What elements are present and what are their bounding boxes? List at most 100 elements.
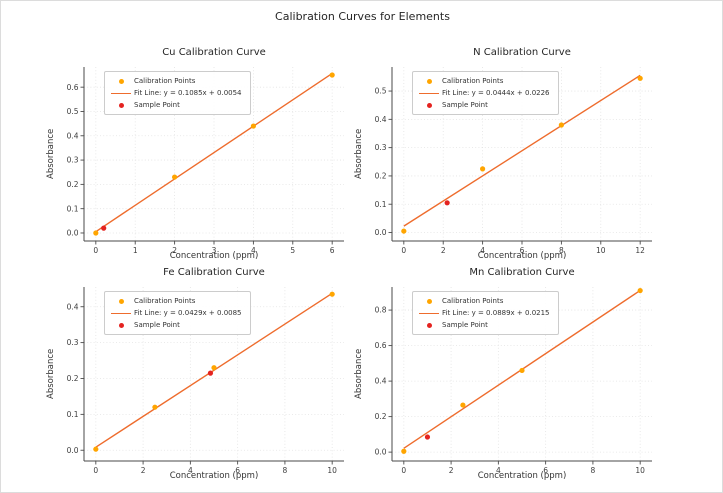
- svg-text:0.0: 0.0: [67, 446, 79, 455]
- legend-fit-label: Fit Line: y = 0.0889x + 0.0215: [442, 309, 550, 317]
- subplot-title-mn: Mn Calibration Curve: [469, 267, 575, 278]
- legend-marker-cell: [416, 312, 442, 314]
- svg-text:0.0: 0.0: [375, 228, 387, 237]
- legend-calibration-label: Calibration Points: [134, 297, 196, 305]
- legend-marker-cell: [108, 312, 134, 314]
- legend-marker-cell: [108, 322, 134, 328]
- legend-marker-cell: [108, 102, 134, 108]
- svg-text:0.5: 0.5: [375, 87, 387, 96]
- svg-text:0.2: 0.2: [375, 172, 387, 181]
- legend-row-fit: Fit Line: y = 0.1085x + 0.0054: [108, 87, 242, 99]
- legend-mn: Calibration Points Fit Line: y = 0.0889x…: [412, 291, 559, 335]
- legend-row-sample: Sample Point: [416, 99, 550, 111]
- svg-text:4: 4: [480, 246, 485, 255]
- svg-text:2: 2: [172, 246, 177, 255]
- svg-text:3: 3: [212, 246, 217, 255]
- legend-fe: Calibration Points Fit Line: y = 0.0429x…: [104, 291, 251, 335]
- legend-row-calibration: Calibration Points: [108, 75, 242, 87]
- svg-text:10: 10: [327, 466, 337, 475]
- legend-row-calibration: Calibration Points: [108, 295, 242, 307]
- fit-line-icon: [111, 92, 131, 94]
- x-axis-label: Concentration (ppm): [477, 471, 567, 481]
- sample-point-icon: [118, 322, 124, 328]
- subplot-title-n: N Calibration Curve: [473, 47, 571, 58]
- svg-text:2: 2: [449, 466, 454, 475]
- calibration-point-icon: [426, 78, 432, 84]
- figure-title: Calibration Curves for Elements: [275, 10, 450, 23]
- legend-sample-label: Sample Point: [134, 321, 180, 329]
- svg-text:0.2: 0.2: [375, 412, 387, 421]
- svg-text:8: 8: [591, 466, 596, 475]
- legend-calibration-label: Calibration Points: [134, 77, 196, 85]
- x-axis-label: Concentration (ppm): [477, 251, 567, 261]
- legend-fit-label: Fit Line: y = 0.0429x + 0.0085: [134, 309, 242, 317]
- legend-marker-cell: [108, 78, 134, 84]
- svg-text:2: 2: [141, 466, 146, 475]
- plot-area-mn: 0 2 4 6 8 10 0.0 0.2 0.4 0.6 0.8: [375, 287, 652, 475]
- svg-text:1: 1: [133, 246, 138, 255]
- legend-fit-label: Fit Line: y = 0.1085x + 0.0054: [134, 89, 242, 97]
- legend-sample-label: Sample Point: [134, 101, 180, 109]
- legend-row-sample: Sample Point: [108, 319, 242, 331]
- legend-fit-label: Fit Line: y = 0.0444x + 0.0226: [442, 89, 550, 97]
- svg-text:0.1: 0.1: [375, 200, 387, 209]
- svg-text:6: 6: [235, 466, 240, 475]
- subplot-title-cu: Cu Calibration Curve: [162, 47, 266, 58]
- svg-text:0.8: 0.8: [375, 306, 387, 315]
- plot-area-n: 0 2 4 6 8 10 12 0.0 0.1 0.2 0.3 0.4 0.5: [375, 67, 652, 255]
- legend-sample-label: Sample Point: [442, 321, 488, 329]
- legend-row-calibration: Calibration Points: [416, 295, 550, 307]
- legend-row-fit: Fit Line: y = 0.0889x + 0.0215: [416, 307, 550, 319]
- fit-line-icon: [419, 92, 439, 94]
- legend-marker-cell: [416, 298, 442, 304]
- subplot-mn: Mn Calibration Curve Absorbance 0 2 4 6 8 10 0…: [338, 267, 660, 485]
- svg-text:10: 10: [596, 246, 606, 255]
- plot-area-fe: 0 2 4 6 8 10 0.0 0.1 0.2 0.3 0.4: [67, 287, 344, 475]
- svg-text:0.4: 0.4: [375, 115, 387, 124]
- fit-line-icon: [419, 312, 439, 314]
- svg-text:0.0: 0.0: [375, 448, 387, 457]
- svg-text:5: 5: [290, 246, 295, 255]
- sample-point-icon: [118, 102, 124, 108]
- legend-cu: Calibration Points Fit Line: y = 0.1085x…: [104, 71, 251, 115]
- svg-text:8: 8: [283, 466, 288, 475]
- legend-row-calibration: Calibration Points: [416, 75, 550, 87]
- svg-text:0.0: 0.0: [67, 229, 79, 238]
- subplot-n: N Calibration Curve Absorbance 0 2 4 6 8 10 12…: [338, 47, 660, 265]
- svg-text:0: 0: [93, 246, 98, 255]
- subplot-title-fe: Fe Calibration Curve: [163, 267, 265, 278]
- svg-text:0.2: 0.2: [67, 180, 79, 189]
- sample-point-icon: [426, 322, 432, 328]
- svg-text:4: 4: [251, 246, 256, 255]
- plot-area-cu: 0 1 2 3 4 5 6 0.0 0.1 0.2 0.3 0.4 0.5 0.6: [67, 67, 344, 255]
- svg-text:10: 10: [635, 466, 645, 475]
- svg-text:6: 6: [330, 246, 335, 255]
- x-axis-label: Concentration (ppm): [169, 471, 259, 481]
- subplot-fe: Fe Calibration Curve Absorbance 0 2 4 6 8 10 0…: [30, 267, 352, 485]
- calibration-point-icon: [426, 298, 432, 304]
- legend-row-fit: Fit Line: y = 0.0444x + 0.0226: [416, 87, 550, 99]
- svg-text:0: 0: [401, 466, 406, 475]
- x-axis-label: Concentration (ppm): [169, 251, 259, 261]
- svg-text:0.3: 0.3: [67, 338, 79, 347]
- svg-text:0.6: 0.6: [67, 83, 79, 92]
- legend-marker-cell: [416, 78, 442, 84]
- svg-text:0.2: 0.2: [67, 374, 79, 383]
- legend-row-sample: Sample Point: [416, 319, 550, 331]
- svg-text:4: 4: [496, 466, 501, 475]
- legend-marker-cell: [416, 92, 442, 94]
- legend-row-fit: Fit Line: y = 0.0429x + 0.0085: [108, 307, 242, 319]
- svg-text:0.6: 0.6: [375, 341, 387, 350]
- legend-n: Calibration Points Fit Line: y = 0.0444x…: [412, 71, 559, 115]
- legend-sample-label: Sample Point: [442, 101, 488, 109]
- legend-marker-cell: [108, 92, 134, 94]
- svg-text:12: 12: [635, 246, 645, 255]
- sample-point-icon: [426, 102, 432, 108]
- legend-marker-cell: [416, 102, 442, 108]
- svg-text:0.5: 0.5: [67, 107, 79, 116]
- svg-text:0.1: 0.1: [67, 204, 79, 213]
- svg-text:2: 2: [441, 246, 446, 255]
- svg-text:0: 0: [93, 466, 98, 475]
